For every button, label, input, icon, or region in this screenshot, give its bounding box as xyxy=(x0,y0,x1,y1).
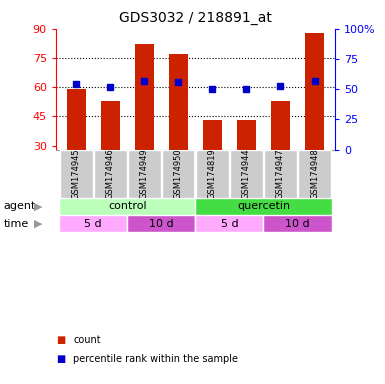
Bar xyxy=(271,101,290,149)
Bar xyxy=(162,149,195,198)
Bar xyxy=(196,198,331,215)
Bar xyxy=(169,54,188,149)
Text: 5 d: 5 d xyxy=(221,219,238,229)
Bar xyxy=(237,120,256,149)
Text: GSM174947: GSM174947 xyxy=(276,148,285,199)
Title: GDS3032 / 218891_at: GDS3032 / 218891_at xyxy=(119,11,272,25)
Bar xyxy=(67,89,85,149)
Text: 5 d: 5 d xyxy=(84,219,102,229)
Bar xyxy=(128,149,161,198)
Text: GSM174948: GSM174948 xyxy=(310,148,319,199)
Bar xyxy=(264,149,297,198)
Text: ▶: ▶ xyxy=(34,202,43,212)
Bar xyxy=(127,215,196,232)
Text: ■: ■ xyxy=(56,335,65,345)
Text: GSM174946: GSM174946 xyxy=(106,148,115,199)
Text: GSM174950: GSM174950 xyxy=(174,148,183,199)
Bar xyxy=(101,101,120,149)
Bar xyxy=(263,215,331,232)
Text: GSM174945: GSM174945 xyxy=(72,148,81,199)
Bar xyxy=(196,215,263,232)
Text: percentile rank within the sample: percentile rank within the sample xyxy=(73,354,238,364)
Text: ▶: ▶ xyxy=(34,219,43,229)
Bar xyxy=(94,149,127,198)
Text: GSM174944: GSM174944 xyxy=(242,148,251,199)
Text: 10 d: 10 d xyxy=(285,219,310,229)
Bar xyxy=(196,149,229,198)
Bar xyxy=(59,215,127,232)
Bar xyxy=(298,149,331,198)
Bar xyxy=(230,149,263,198)
Bar xyxy=(203,120,222,149)
Bar xyxy=(135,45,154,149)
Bar xyxy=(59,198,196,215)
Text: count: count xyxy=(73,335,101,345)
Text: GSM174949: GSM174949 xyxy=(140,148,149,199)
Bar xyxy=(305,33,324,149)
Text: time: time xyxy=(4,219,29,229)
Text: ■: ■ xyxy=(56,354,65,364)
Text: 10 d: 10 d xyxy=(149,219,174,229)
Bar xyxy=(60,149,92,198)
Text: GSM174819: GSM174819 xyxy=(208,148,217,199)
Text: quercetin: quercetin xyxy=(237,202,290,212)
Text: agent: agent xyxy=(4,202,36,212)
Text: control: control xyxy=(108,202,147,212)
